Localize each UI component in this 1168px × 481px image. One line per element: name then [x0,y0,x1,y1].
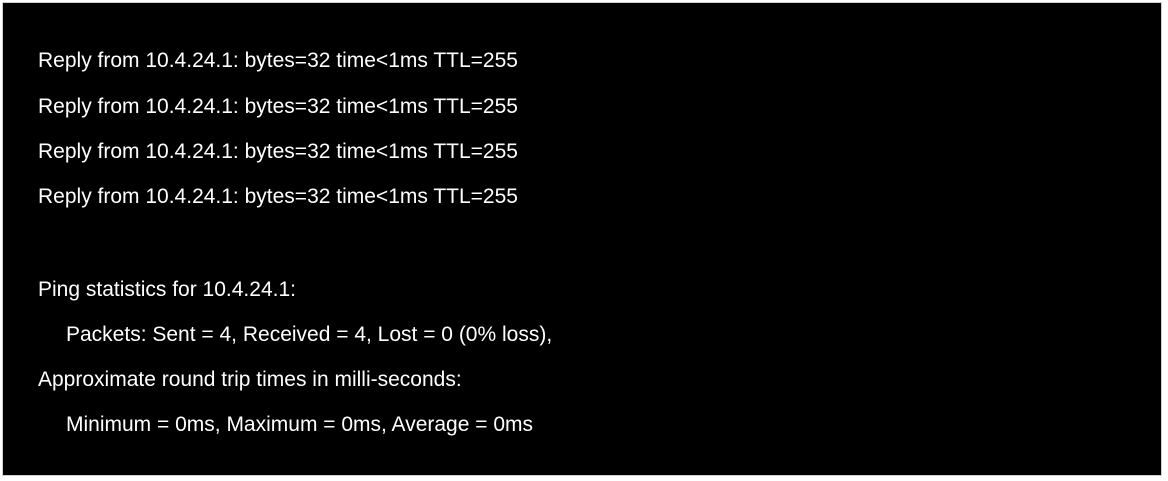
packets-summary: Packets: Sent = 4, Received = 4, Lost = … [66,323,553,346]
terminal-output: Reply from 10.4.24.1: bytes=32 time<1ms … [2,2,1162,476]
ping-statistics-header: Ping statistics for 10.4.24.1: [38,278,296,301]
reply-line: Reply from 10.4.24.1: bytes=32 time<1ms … [38,49,518,72]
reply-line: Reply from 10.4.24.1: bytes=32 time<1ms … [38,140,518,163]
round-trip-header: Approximate round trip times in milli-se… [38,368,462,391]
reply-line: Reply from 10.4.24.1: bytes=32 time<1ms … [38,185,518,208]
reply-line: Reply from 10.4.24.1: bytes=32 time<1ms … [38,95,518,118]
round-trip-summary: Minimum = 0ms, Maximum = 0ms, Average = … [66,413,534,436]
